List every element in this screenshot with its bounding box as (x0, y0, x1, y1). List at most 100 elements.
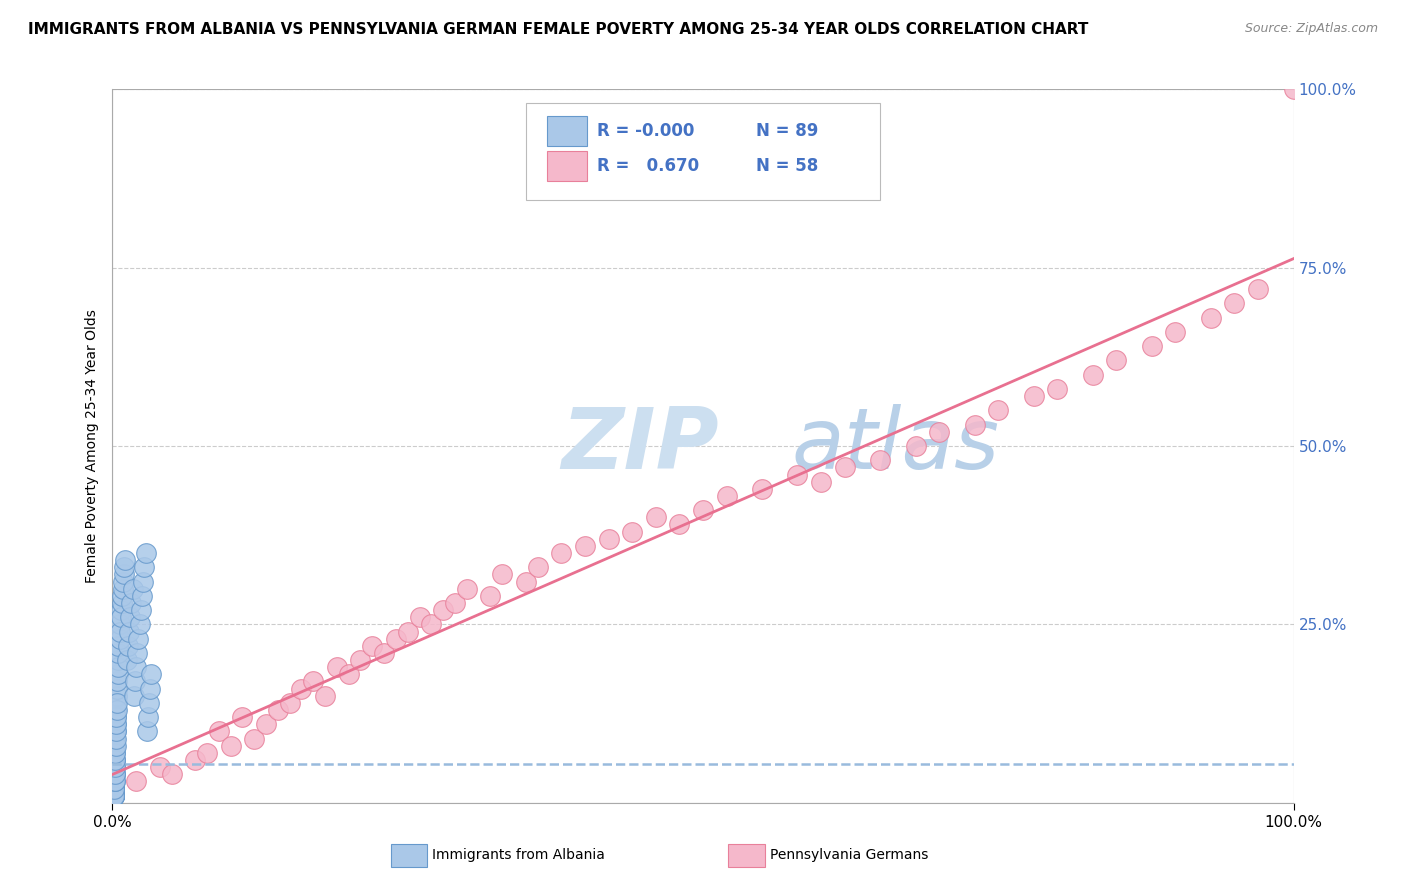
Point (219, 739, 242, 753)
Point (103, 789, 125, 803)
Point (107, 639, 129, 653)
Point (136, 710, 159, 724)
Point (114, 553, 136, 567)
Point (105, 739, 128, 753)
Point (267, 703, 290, 717)
Point (121, 582, 143, 596)
Point (184, 753, 207, 767)
Point (432, 603, 454, 617)
Point (479, 589, 502, 603)
Point (810, 475, 832, 489)
Point (491, 567, 513, 582)
Point (420, 617, 443, 632)
Point (134, 560, 156, 574)
Point (456, 582, 478, 596)
Point (104, 746, 127, 760)
Point (644, 510, 666, 524)
Point (526, 560, 548, 574)
Point (104, 753, 127, 767)
Point (107, 653, 129, 667)
FancyBboxPatch shape (526, 103, 880, 200)
Point (103, 789, 125, 803)
Point (120, 596, 142, 610)
Point (105, 710, 128, 724)
Point (231, 710, 253, 724)
Point (107, 660, 129, 674)
Point (786, 467, 808, 482)
Point (904, 439, 927, 453)
Point (127, 646, 149, 660)
Point (125, 660, 148, 674)
Point (104, 760, 127, 774)
Point (716, 489, 738, 503)
Point (278, 696, 301, 710)
Text: Immigrants from Albania: Immigrants from Albania (432, 848, 605, 863)
Point (396, 624, 419, 639)
Point (111, 589, 134, 603)
Point (290, 681, 312, 696)
Point (104, 760, 127, 774)
Point (1022, 389, 1045, 403)
Point (103, 774, 125, 789)
Point (160, 767, 183, 781)
Point (1140, 339, 1163, 353)
Point (302, 674, 325, 689)
Point (373, 646, 395, 660)
Point (928, 425, 950, 439)
Point (108, 632, 131, 646)
Point (105, 724, 128, 739)
Point (111, 596, 134, 610)
Point (1199, 310, 1222, 325)
Point (751, 482, 773, 496)
Point (103, 781, 125, 796)
Point (834, 460, 856, 475)
Point (515, 574, 537, 589)
Point (105, 710, 128, 724)
Point (243, 731, 266, 746)
Point (105, 696, 128, 710)
Point (361, 639, 384, 653)
Point (103, 781, 125, 796)
Point (1105, 353, 1128, 368)
Point (103, 789, 125, 803)
Point (621, 524, 644, 539)
Point (110, 603, 132, 617)
Point (105, 674, 128, 689)
Point (103, 774, 125, 789)
Point (112, 560, 135, 574)
Y-axis label: Female Poverty Among 25-34 Year Olds: Female Poverty Among 25-34 Year Olds (84, 309, 98, 583)
Point (1081, 368, 1104, 382)
Point (110, 610, 132, 624)
Point (103, 781, 125, 796)
Point (108, 617, 131, 632)
Point (337, 667, 360, 681)
Point (105, 703, 128, 717)
Point (103, 774, 125, 789)
Point (105, 717, 128, 731)
Point (105, 731, 128, 746)
Text: R = -0.000: R = -0.000 (596, 121, 695, 139)
Point (128, 617, 150, 632)
Text: IMMIGRANTS FROM ALBANIA VS PENNSYLVANIA GERMAN FEMALE POVERTY AMONG 25-34 YEAR O: IMMIGRANTS FROM ALBANIA VS PENNSYLVANIA … (28, 22, 1088, 37)
Point (104, 753, 127, 767)
Point (408, 610, 430, 624)
Point (963, 417, 986, 432)
Point (129, 603, 152, 617)
Point (869, 453, 891, 467)
Point (138, 696, 160, 710)
Point (598, 532, 620, 546)
Text: R =   0.670: R = 0.670 (596, 157, 699, 175)
Point (149, 760, 172, 774)
Point (103, 789, 125, 803)
Point (135, 546, 157, 560)
Point (103, 781, 125, 796)
Point (104, 774, 127, 789)
Point (692, 503, 714, 517)
Point (125, 774, 148, 789)
FancyBboxPatch shape (547, 152, 588, 181)
Point (118, 624, 141, 639)
Point (314, 689, 336, 703)
Point (112, 582, 135, 596)
Point (139, 681, 162, 696)
Point (104, 739, 127, 753)
